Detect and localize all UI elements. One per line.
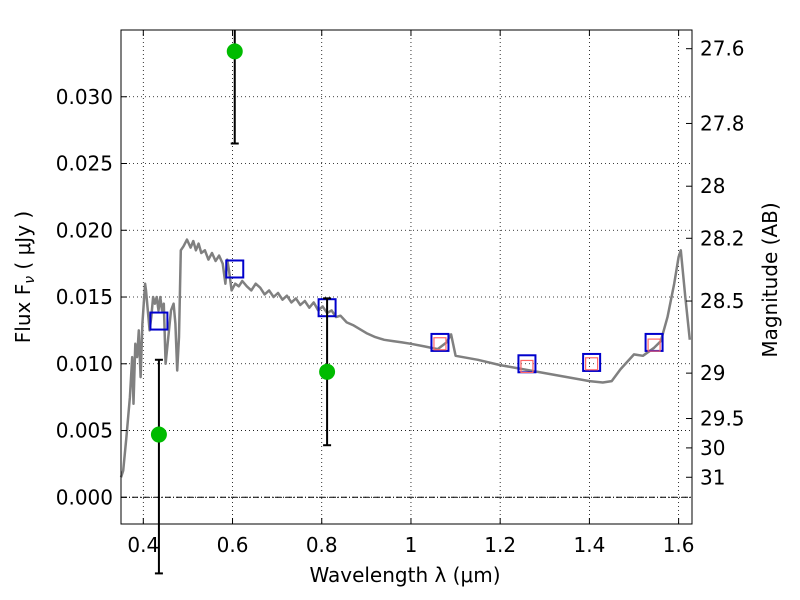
x-tick-label: 1.4 — [573, 533, 605, 557]
band-flux-marker — [520, 359, 534, 374]
y-tick-label: 0.000 — [56, 485, 113, 509]
model-flux-marker — [225, 259, 245, 279]
x-tick-label: 1 — [405, 533, 418, 557]
y-tick-label: 0.015 — [56, 285, 113, 309]
x-tick-label: 1.2 — [484, 533, 516, 557]
photometry-point — [226, 43, 243, 60]
plot-frame — [120, 29, 693, 525]
y-axis-ticks: 0.000 0.005 0.010 0.015 0.020 0.025 0.030 — [56, 85, 127, 509]
plot-content — [119, 30, 692, 575]
x-tick-label: 0.4 — [127, 533, 159, 557]
band-flux-marker — [647, 338, 661, 352]
model-flux-marker — [582, 352, 602, 372]
x-axis-label: Wavelength λ (μm) — [309, 563, 500, 587]
model-flux-marker — [430, 332, 450, 352]
x-tick-label: 0.8 — [306, 533, 338, 557]
photometry-point — [319, 363, 336, 380]
right-tick-label: 29 — [700, 361, 725, 385]
y-axis-label: Flux Fν ( μJy ) — [11, 211, 38, 343]
model-flux-marker — [149, 311, 169, 331]
right-axis-label: Magnitude (AB) — [758, 202, 782, 357]
photometry-point — [150, 426, 167, 443]
y-tick-label: 0.010 — [56, 352, 113, 376]
model-spectrum-line — [119, 238, 692, 478]
x-tick-label: 1.6 — [663, 533, 695, 557]
photometry-errorbars — [150, 30, 336, 575]
band-flux-marker — [433, 337, 447, 351]
right-axis-ticks: 27.6 27.8 28 28.2 28.5 29 29.5 30 31 — [686, 37, 745, 489]
right-tick-label: 30 — [700, 436, 725, 460]
y-tick-label: 0.025 — [56, 152, 113, 176]
y-axis-label-unit: ( μJy ) — [11, 211, 35, 276]
right-tick-label: 27.8 — [700, 111, 745, 135]
y-tick-label: 0.030 — [56, 85, 113, 109]
x-tick-label: 0.6 — [217, 533, 249, 557]
band-flux-marker — [585, 357, 599, 371]
right-tick-label: 29.5 — [700, 407, 745, 431]
y-axis-label-main: Flux F — [11, 284, 35, 343]
y-tick-label: 0.020 — [56, 218, 113, 242]
right-tick-label: 28.2 — [700, 226, 745, 250]
y-tick-label: 0.005 — [56, 419, 113, 443]
right-tick-label: 27.6 — [700, 37, 745, 61]
band-flux-markers — [433, 337, 661, 374]
right-tick-label: 31 — [700, 465, 725, 489]
x-axis-ticks: 0.4 0.6 0.8 1 1.2 1.4 1.6 — [127, 30, 695, 557]
y-axis-label-sub: ν — [22, 276, 38, 284]
right-tick-label: 28.5 — [700, 289, 745, 313]
right-tick-label: 28 — [700, 174, 725, 198]
